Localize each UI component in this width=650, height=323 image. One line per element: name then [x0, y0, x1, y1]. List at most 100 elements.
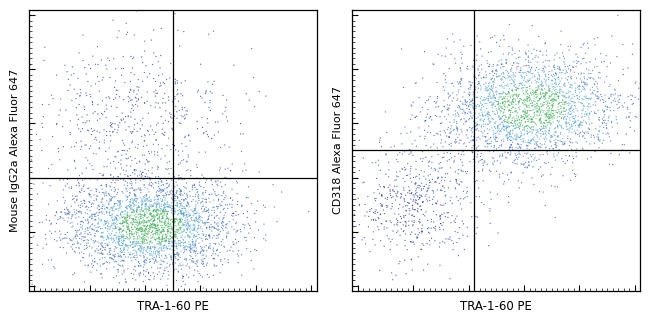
- Point: [581, 82, 592, 88]
- Point: [214, 232, 224, 237]
- Point: [153, 236, 163, 241]
- Point: [83, 225, 93, 230]
- Point: [514, 101, 524, 107]
- Point: [120, 215, 131, 220]
- Point: [560, 100, 570, 105]
- Point: [137, 226, 148, 231]
- Point: [212, 204, 222, 210]
- Point: [208, 256, 218, 261]
- Point: [487, 116, 497, 121]
- Point: [587, 85, 597, 90]
- Point: [97, 200, 107, 205]
- Point: [578, 108, 588, 113]
- Point: [215, 165, 226, 171]
- Point: [452, 79, 463, 85]
- Point: [480, 144, 490, 149]
- Point: [455, 37, 465, 42]
- Point: [472, 95, 482, 100]
- Point: [128, 248, 138, 253]
- Point: [514, 98, 525, 103]
- Point: [465, 109, 476, 115]
- Point: [182, 217, 192, 223]
- Point: [157, 187, 167, 192]
- Point: [422, 112, 433, 117]
- Point: [408, 175, 419, 180]
- Point: [116, 259, 126, 264]
- Point: [130, 117, 140, 122]
- Point: [139, 139, 150, 144]
- Point: [131, 203, 141, 208]
- Point: [148, 228, 158, 234]
- Point: [408, 222, 419, 227]
- Point: [118, 234, 128, 239]
- Point: [172, 92, 182, 97]
- Point: [564, 128, 575, 133]
- Point: [86, 222, 97, 227]
- Point: [114, 227, 125, 232]
- Point: [415, 109, 426, 115]
- Point: [461, 100, 471, 105]
- Point: [215, 210, 226, 215]
- Point: [512, 134, 523, 140]
- Point: [491, 135, 501, 141]
- Point: [565, 106, 575, 111]
- Point: [82, 237, 92, 242]
- Point: [444, 157, 454, 162]
- Point: [515, 133, 526, 139]
- Point: [460, 102, 471, 107]
- Point: [588, 76, 598, 81]
- Point: [128, 103, 138, 109]
- Point: [503, 123, 514, 128]
- Point: [558, 117, 569, 122]
- Point: [452, 92, 462, 98]
- Point: [140, 224, 150, 229]
- Point: [205, 234, 215, 239]
- Point: [489, 93, 499, 98]
- Point: [556, 124, 567, 129]
- Point: [181, 191, 192, 196]
- Point: [521, 102, 531, 108]
- Point: [47, 134, 58, 139]
- Point: [94, 224, 105, 229]
- Point: [188, 250, 199, 255]
- Point: [154, 204, 164, 210]
- Point: [216, 184, 227, 189]
- Point: [524, 95, 534, 100]
- Point: [546, 111, 556, 117]
- Point: [521, 123, 532, 128]
- Point: [524, 162, 534, 168]
- Point: [133, 263, 144, 268]
- Point: [183, 232, 193, 237]
- Point: [139, 182, 150, 188]
- Point: [127, 200, 138, 205]
- Point: [379, 224, 389, 230]
- Point: [626, 93, 636, 98]
- Point: [518, 98, 528, 103]
- Point: [141, 219, 151, 224]
- Point: [391, 273, 401, 278]
- Point: [610, 87, 620, 92]
- Point: [563, 110, 573, 115]
- Point: [138, 194, 148, 199]
- Point: [187, 256, 198, 261]
- Point: [389, 183, 400, 189]
- Point: [123, 94, 133, 99]
- Point: [158, 80, 168, 85]
- Point: [202, 177, 212, 182]
- Point: [175, 228, 185, 233]
- Point: [58, 177, 69, 182]
- Point: [510, 85, 521, 90]
- Point: [448, 96, 459, 101]
- Point: [549, 92, 560, 97]
- Point: [104, 246, 114, 251]
- Point: [70, 165, 81, 171]
- Point: [557, 70, 567, 75]
- Point: [210, 220, 220, 225]
- Point: [118, 241, 128, 246]
- Point: [482, 106, 492, 111]
- Point: [106, 124, 116, 129]
- Point: [503, 103, 514, 108]
- Point: [169, 113, 179, 119]
- Point: [524, 160, 534, 165]
- Point: [166, 178, 177, 183]
